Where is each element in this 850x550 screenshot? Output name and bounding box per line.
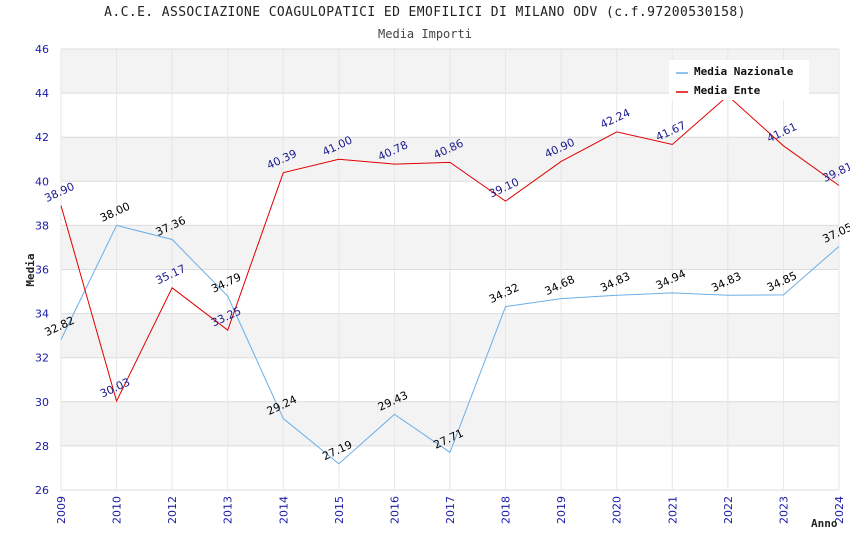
y-tick-label: 32 xyxy=(35,352,49,365)
chart-subtitle: Media Importi xyxy=(378,27,472,41)
x-tick-label: 2021 xyxy=(666,496,679,524)
x-tick-label: 2012 xyxy=(166,496,179,524)
y-tick-label: 26 xyxy=(35,484,49,497)
y-tick-label: 46 xyxy=(35,43,49,56)
legend-label-media-ente: Media Ente xyxy=(694,84,761,97)
y-tick-label: 30 xyxy=(35,396,49,409)
x-axis-ticks: 2009 2010 2012 2013 2014 2015 2016 2017 2018 2019… xyxy=(55,496,846,524)
x-tick-label: 2024 xyxy=(833,496,846,524)
series-line-media-ente xyxy=(60,95,840,403)
x-axis-title: Anno xyxy=(811,517,838,530)
legend-label-media-nazionale: Media Nazionale xyxy=(694,65,794,78)
legend-box xyxy=(669,60,809,100)
x-tick-label: 2020 xyxy=(611,496,624,524)
y-tick-label: 44 xyxy=(35,87,49,100)
x-tick-label: 2017 xyxy=(444,496,457,524)
y-axis-ticks: 26 28 30 32 34 36 38 40 42 44 46 xyxy=(35,43,49,497)
x-tick-label: 2009 xyxy=(55,496,68,524)
legend: Media Nazionale Media Ente xyxy=(669,60,809,100)
x-tick-label: 2010 xyxy=(111,496,124,524)
x-tick-label: 2018 xyxy=(500,496,513,524)
x-tick-label: 2014 xyxy=(277,496,290,524)
y-tick-label: 42 xyxy=(35,131,49,144)
x-tick-label: 2016 xyxy=(388,496,401,524)
x-tick-label: 2022 xyxy=(722,496,735,524)
y-tick-label: 36 xyxy=(35,264,49,277)
x-tick-label: 2023 xyxy=(777,496,790,524)
chart-title: A.C.E. ASSOCIAZIONE COAGULOPATICI ED EMO… xyxy=(104,5,746,20)
x-tick-label: 2019 xyxy=(555,496,568,524)
x-tick-label: 2015 xyxy=(333,496,346,524)
series-lines xyxy=(60,95,840,465)
y-tick-label: 38 xyxy=(35,219,49,232)
y-tick-label: 28 xyxy=(35,440,49,453)
grid-lines xyxy=(60,48,840,491)
y-tick-label: 34 xyxy=(35,308,49,321)
x-tick-label: 2013 xyxy=(222,496,235,524)
y-axis-title: Media xyxy=(24,253,37,286)
y-tick-label: 40 xyxy=(35,175,49,188)
series-line-media-nazionale xyxy=(60,224,840,465)
